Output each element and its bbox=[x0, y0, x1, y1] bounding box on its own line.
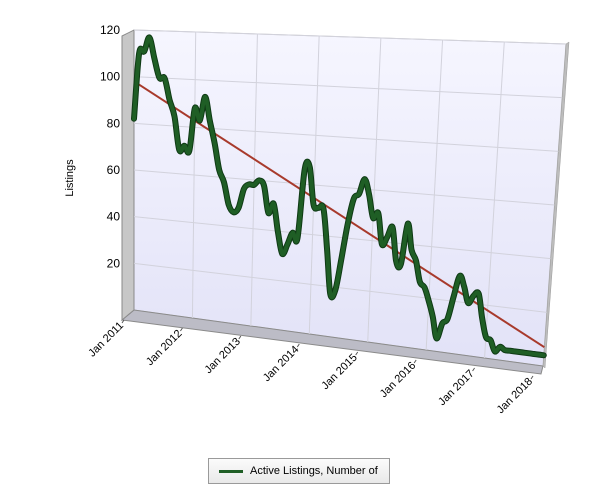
y-tick-label: 20 bbox=[107, 256, 121, 270]
gridline-y bbox=[133, 29, 567, 45]
gridline-x bbox=[367, 37, 382, 343]
x-tick-label: Jan 2012 bbox=[144, 328, 184, 368]
x-tick-mark bbox=[472, 367, 475, 372]
legend-label: Active Listings, Number of bbox=[250, 465, 378, 477]
trend-line bbox=[133, 80, 545, 349]
y-tick-label: 40 bbox=[107, 210, 121, 224]
trend-line-layer bbox=[133, 80, 545, 349]
x-tick-label: Jan 2017 bbox=[436, 368, 476, 408]
series-line-active-listings bbox=[132, 35, 546, 358]
gridline-x bbox=[484, 41, 505, 359]
y-tick-label: 100 bbox=[100, 70, 120, 84]
gridline-y bbox=[133, 169, 555, 206]
x-tick-label: Jan 2013 bbox=[202, 336, 242, 376]
x-tick-label: Jan 2018 bbox=[495, 376, 535, 416]
y-axis-title: Listings bbox=[64, 159, 76, 197]
x-tick-label: Jan 2011 bbox=[86, 320, 126, 360]
x-tick-mark bbox=[121, 319, 125, 324]
x-tick-mark bbox=[238, 335, 242, 340]
y-tick-label: 80 bbox=[107, 116, 121, 130]
legend: Active Listings, Number of bbox=[208, 458, 390, 484]
x-tick-mark bbox=[413, 359, 417, 364]
y-axis-ticks: 20 40 60 80 100 120 bbox=[100, 23, 120, 270]
x-tick-label: Jan 2015 bbox=[319, 352, 359, 392]
series-line-layer bbox=[131, 34, 547, 359]
x-tick-mark bbox=[180, 327, 183, 332]
y-tick-label: 60 bbox=[107, 163, 121, 177]
x-tick-label: Jan 2014 bbox=[261, 344, 301, 384]
legend-swatch bbox=[219, 469, 243, 473]
gridline-y bbox=[133, 76, 563, 99]
plot-back-wall bbox=[133, 29, 567, 367]
plot-left-wall bbox=[121, 29, 135, 322]
x-tick-label: Jan 2016 bbox=[378, 360, 418, 400]
gridline-x bbox=[250, 33, 258, 327]
x-tick-mark bbox=[296, 343, 300, 348]
x-tick-mark bbox=[355, 351, 359, 356]
x-tick-mark bbox=[530, 375, 534, 380]
y-tick-label: 120 bbox=[100, 23, 120, 37]
gridline-x bbox=[191, 31, 197, 319]
